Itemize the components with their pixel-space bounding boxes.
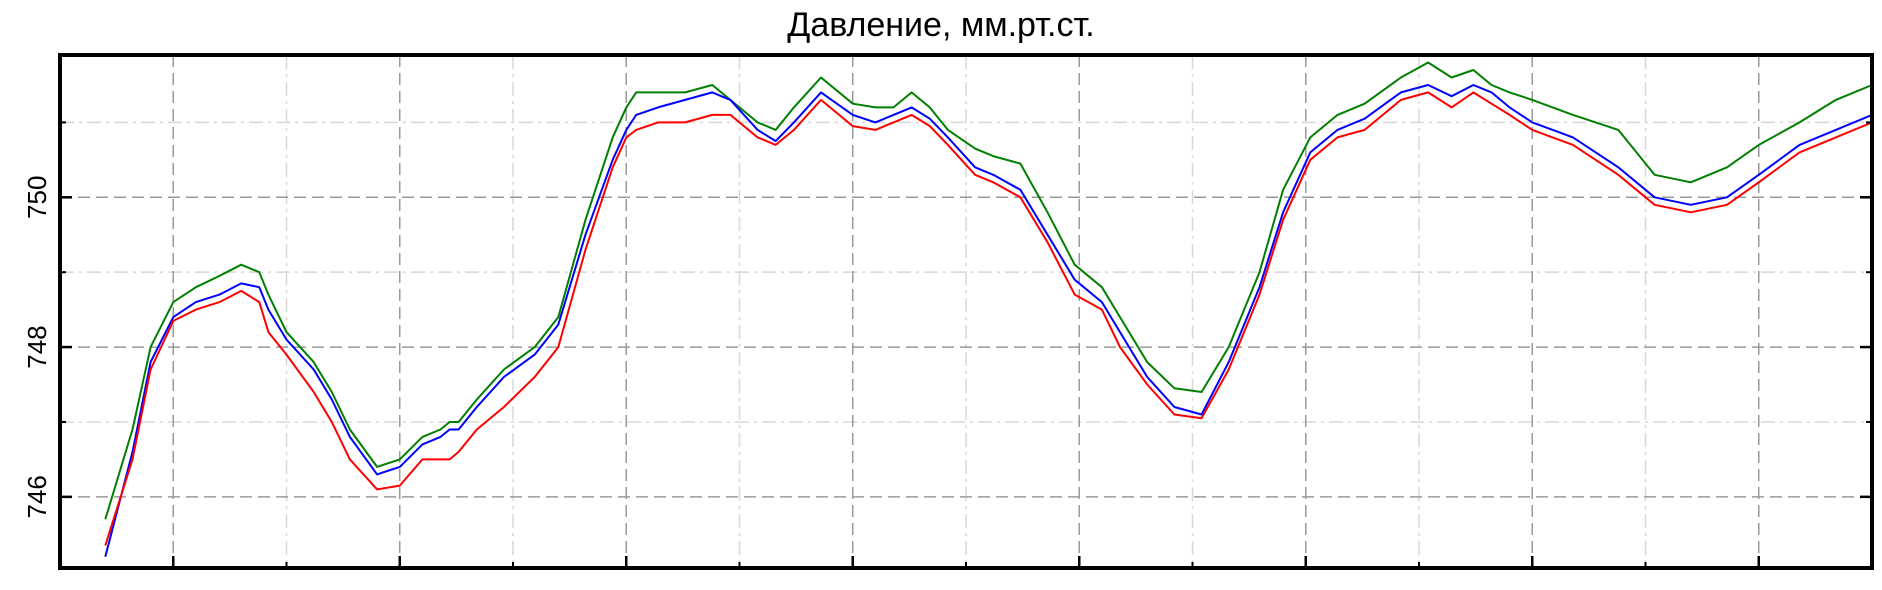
y-tick-label: 748 bbox=[22, 325, 52, 368]
major-grid bbox=[60, 55, 1872, 568]
series-line bbox=[104, 84, 1873, 558]
series-line bbox=[104, 61, 1873, 520]
chart-title: Давление, мм.рт.ст. bbox=[787, 6, 1094, 44]
minor-grid bbox=[60, 55, 1872, 568]
tick-marks bbox=[60, 121, 1872, 568]
series-group bbox=[104, 61, 1873, 558]
series-line bbox=[104, 91, 1873, 546]
y-tick-label: 746 bbox=[22, 475, 52, 518]
y-tick-label: 750 bbox=[22, 176, 52, 219]
y-tick-labels: 746 748 750 bbox=[22, 176, 52, 519]
